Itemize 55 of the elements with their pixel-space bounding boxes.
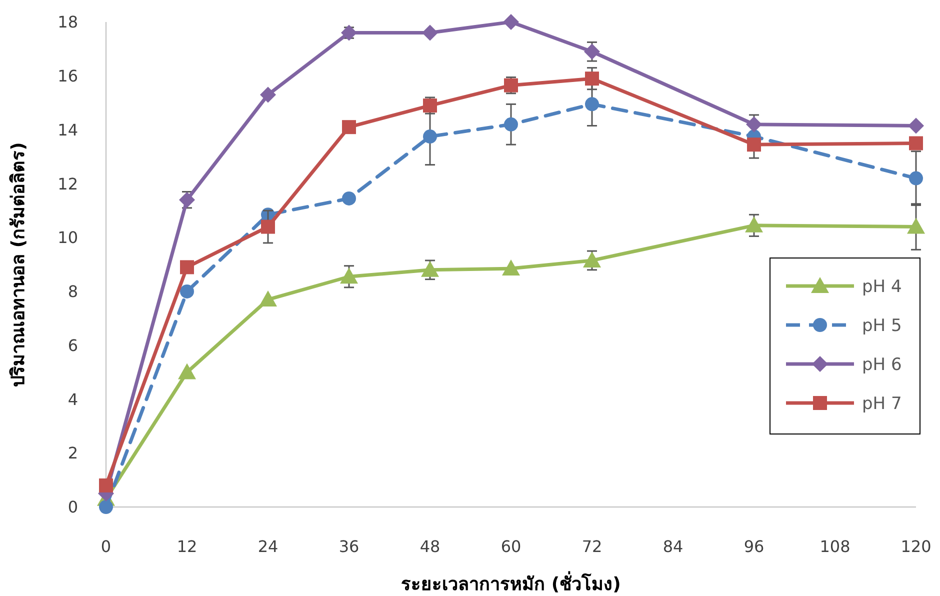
y-tick-label: 12 [58, 174, 78, 194]
y-tick-label: 10 [58, 228, 78, 248]
point [180, 260, 194, 274]
x-tick-label: 60 [500, 537, 522, 556]
point [909, 136, 923, 150]
y-tick-label: 16 [58, 66, 78, 86]
x-tick-label: 72 [582, 537, 602, 556]
point [261, 220, 275, 234]
point [178, 363, 196, 380]
x-tick-label: 108 [820, 537, 850, 556]
legend-label: pH 7 [862, 394, 902, 414]
point [99, 500, 113, 514]
point [503, 14, 519, 30]
x-tick-label: 24 [258, 537, 278, 556]
point [342, 191, 356, 206]
point [908, 118, 924, 134]
y-tick-label: 6 [68, 336, 78, 355]
y-tick-label: 14 [58, 120, 78, 140]
x-tick-label: 48 [420, 537, 440, 556]
point [504, 117, 518, 132]
point [340, 268, 358, 284]
legend-label: pH 6 [862, 354, 902, 375]
x-tick-label: 12 [176, 537, 198, 556]
point [747, 138, 761, 152]
point [907, 218, 925, 234]
legend-label: pH 5 [862, 316, 902, 336]
x-axis-title: ระยะเวลาการหมัก (ชั่วโมง) [401, 571, 621, 595]
y-tick-label: 0 [68, 498, 78, 517]
point [585, 72, 599, 86]
point [584, 44, 600, 60]
point [909, 171, 923, 186]
point [585, 97, 599, 112]
x-tick-label: 96 [744, 537, 764, 556]
point [260, 86, 276, 103]
y-axis-title: ปริมาณเอทานอล (กรัมต่อลิตร) [8, 142, 29, 387]
point [342, 120, 356, 134]
legend-label: pH 4 [862, 276, 902, 297]
x-tick-label: 0 [100, 537, 112, 556]
point [422, 24, 438, 41]
point [421, 260, 439, 277]
point [746, 116, 762, 132]
point [259, 290, 277, 307]
x-tick-label: 120 [900, 537, 932, 556]
point [180, 284, 194, 298]
y-tick-label: 2 [68, 444, 78, 463]
x-tick-label: 36 [338, 537, 360, 556]
point [745, 216, 763, 232]
point [99, 478, 113, 492]
y-tick-label: 18 [58, 12, 78, 32]
point [502, 260, 520, 276]
y-tick-label: 8 [68, 282, 78, 302]
x-tick-label: 84 [662, 537, 684, 556]
point [423, 130, 437, 144]
y-tick-label: 4 [68, 390, 78, 409]
point [583, 251, 601, 268]
